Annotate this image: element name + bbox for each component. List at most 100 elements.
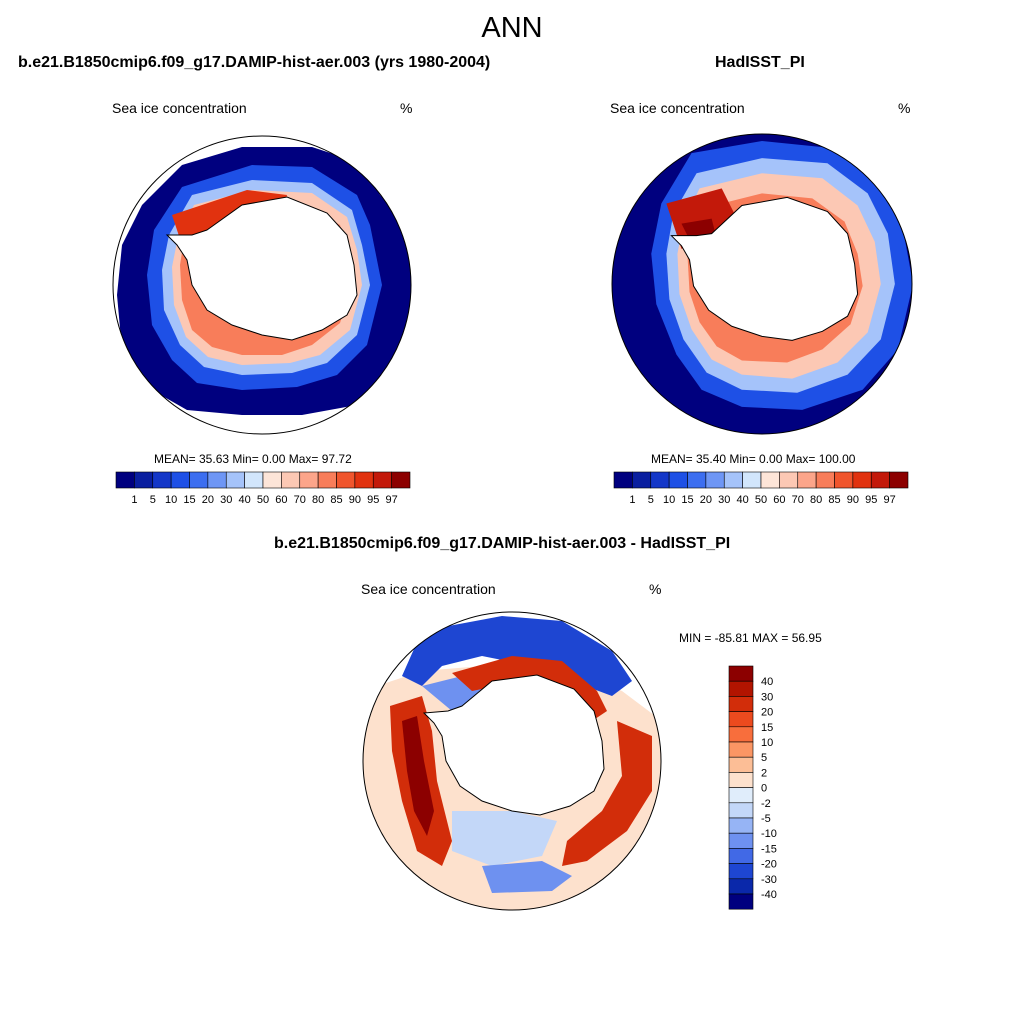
panel1-colorbar-swatch xyxy=(115,471,135,489)
panel3-colorbar-swatch xyxy=(728,756,754,773)
panel2-colorbar-tick-label: 90 xyxy=(847,494,859,506)
panel1-colorbar-swatch xyxy=(281,471,301,489)
panel2-map xyxy=(611,133,913,435)
panel3-antarctica xyxy=(422,674,605,816)
panel3-colorbar-tick-label: -40 xyxy=(761,889,777,901)
panel2-variable-label: Sea ice concentration xyxy=(610,100,745,116)
panel1-colorbar-swatch xyxy=(189,471,209,489)
panel3-colorbar-tick-label: -30 xyxy=(761,874,777,886)
panel3-variable-label: Sea ice concentration xyxy=(361,581,496,597)
panel2-colorbar-tick-label: 15 xyxy=(681,494,693,506)
panel2-colorbar-swatch xyxy=(613,471,633,489)
panel2-stats: MEAN= 35.40 Min= 0.00 Max= 100.00 xyxy=(651,452,856,466)
panel2-antarctica xyxy=(670,196,859,341)
panel1-colorbar-swatch xyxy=(170,471,190,489)
panel1-colorbar-tick-label: 40 xyxy=(239,494,251,506)
panel3-colorbar-tick-label: -2 xyxy=(761,798,771,810)
panel1-colorbar-tick-label: 15 xyxy=(183,494,195,506)
panel3-stats: MIN = -85.81 MAX = 56.95 xyxy=(679,631,822,645)
panel1-colorbar-tick-label: 20 xyxy=(202,494,214,506)
panel2-colorbar-tick-label: 30 xyxy=(718,494,730,506)
panel1-map xyxy=(112,135,412,435)
panel1-colorbar-tick-label: 70 xyxy=(294,494,306,506)
panel3-colorbar-swatch xyxy=(728,787,754,804)
panel1-colorbar-swatch xyxy=(152,471,172,489)
panel3-colorbar-swatch xyxy=(728,802,754,819)
panel2-colorbar-tick-label: 80 xyxy=(810,494,822,506)
panel2-units-label: % xyxy=(898,100,911,116)
panel2-colorbar-swatch xyxy=(760,471,780,489)
panel3-colorbar-tick-label: -20 xyxy=(761,859,777,871)
panel1-colorbar-swatch xyxy=(354,471,374,489)
panel1-colorbar-swatch xyxy=(244,471,264,489)
panel2-colorbar: 1 5 10 15 20 30 40 50 60 70 80 85 90 95 97 xyxy=(613,471,909,506)
panel1-colorbar-tick-label: 90 xyxy=(349,494,361,506)
panel1-colorbar-tick-label: 85 xyxy=(330,494,342,506)
panel2-colorbar-tick-label: 10 xyxy=(663,494,675,506)
panel2-colorbar-swatch xyxy=(815,471,835,489)
panel2-colorbar-swatch xyxy=(834,471,854,489)
panel2-colorbar-swatch xyxy=(889,471,909,489)
panel1-colorbar-swatch xyxy=(336,471,356,489)
panel2-colorbar-swatch xyxy=(668,471,688,489)
panel3-map xyxy=(362,611,662,911)
panel2-colorbar-swatch xyxy=(723,471,743,489)
panel1-colorbar-tick-label: 95 xyxy=(367,494,379,506)
panel2-colorbar-tick-label: 40 xyxy=(737,494,749,506)
panel3-colorbar-tick-label: -10 xyxy=(761,828,777,840)
panel1-colorbar-swatch xyxy=(372,471,392,489)
panel2-colorbar-tick-label: 50 xyxy=(755,494,767,506)
panel1-colorbar: 1 5 10 15 20 30 40 50 60 70 80 85 90 95 97 xyxy=(115,471,411,506)
panel2-colorbar-tick-label: 70 xyxy=(792,494,804,506)
panel1-colorbar-swatch xyxy=(262,471,282,489)
panel1-variable-label: Sea ice concentration xyxy=(112,100,247,116)
panel3-colorbar-swatch xyxy=(728,680,754,697)
panel3-colorbar-tick-label: 10 xyxy=(761,737,773,749)
panel1-colorbar-tick-label: 1 xyxy=(131,494,137,506)
panel2-colorbar-tick-label: 1 xyxy=(629,494,635,506)
panel2-colorbar-swatch xyxy=(779,471,799,489)
panel2-colorbar-swatch xyxy=(852,471,872,489)
panel3-colorbar-tick-label: -5 xyxy=(761,813,771,825)
panel2-colorbar-tick-label: 97 xyxy=(884,494,896,506)
panel3-colorbar-tick-label: 20 xyxy=(761,707,773,719)
figure-title: ANN xyxy=(481,12,543,44)
panel3-colorbar-swatch xyxy=(728,711,754,728)
panel1-colorbar-swatch xyxy=(225,471,245,489)
panel2-colorbar-tick-label: 5 xyxy=(648,494,654,506)
panel2-colorbar-tick-label: 60 xyxy=(773,494,785,506)
panel2-colorbar-swatch xyxy=(687,471,707,489)
panel2-colorbar-swatch xyxy=(742,471,762,489)
panel3-colorbar-swatch xyxy=(728,848,754,864)
panel1-stats: MEAN= 35.63 Min= 0.00 Max= 97.72 xyxy=(154,452,352,466)
panel1-colorbar-tick-label: 5 xyxy=(150,494,156,506)
panel3-units-label: % xyxy=(649,581,662,597)
panel2-colorbar-swatch xyxy=(650,471,670,489)
panel2-colorbar-tick-label: 20 xyxy=(700,494,712,506)
panel3-colorbar-swatch xyxy=(728,741,754,758)
panel2-colorbar-tick-label: 95 xyxy=(865,494,877,506)
panel1-colorbar-tick-label: 30 xyxy=(220,494,232,506)
panel3-colorbar-swatch xyxy=(728,772,754,788)
panel1-colorbar-tick-label: 80 xyxy=(312,494,324,506)
panel3-colorbar-tick-label: 0 xyxy=(761,783,767,795)
panel2-colorbar-swatch xyxy=(870,471,890,489)
panel3-colorbar-swatch xyxy=(728,832,754,849)
panel1-colorbar-tick-label: 60 xyxy=(275,494,287,506)
panel3-colorbar-tick-label: 30 xyxy=(761,691,773,703)
panel1-colorbar-tick-label: 10 xyxy=(165,494,177,506)
panel3-colorbar-tick-label: 15 xyxy=(761,722,773,734)
panel3-colorbar-swatch xyxy=(728,863,754,880)
panel3-colorbar-tick-label: -15 xyxy=(761,843,777,855)
panel3-colorbar-swatch xyxy=(728,696,754,712)
panel3-colorbar-swatch xyxy=(728,665,754,682)
panel2-colorbar-tick-label: 85 xyxy=(828,494,840,506)
panel1-colorbar-tick-label: 97 xyxy=(386,494,398,506)
panel1-units-label: % xyxy=(400,100,413,116)
panel1-colorbar-swatch xyxy=(317,471,337,489)
panel3-colorbar-tick-label: 2 xyxy=(761,767,767,779)
panel2-colorbar-swatch xyxy=(632,471,652,489)
panel2-colorbar-swatch xyxy=(797,471,817,489)
panel3-colorbar-swatch xyxy=(728,893,754,910)
